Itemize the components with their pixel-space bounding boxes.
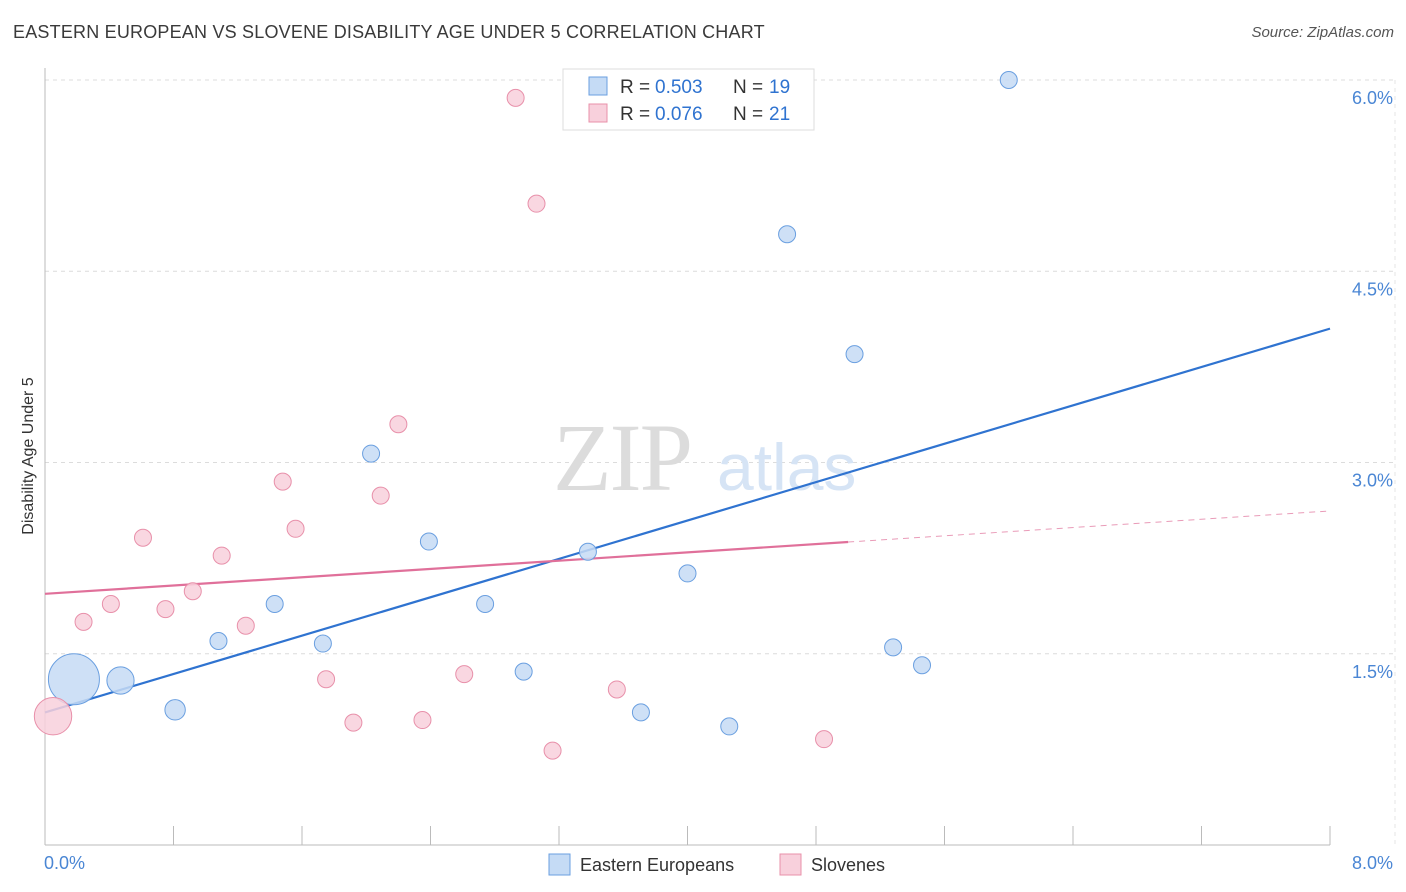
- point-slovene: [74, 612, 93, 631]
- point-slovene: [455, 665, 474, 684]
- point-eastern-european: [845, 345, 864, 364]
- point-eastern-european: [362, 444, 381, 463]
- point-slovene: [317, 670, 336, 689]
- x-tick-labels: 0.0% 8.0%: [44, 853, 1393, 873]
- point-eastern-european: [476, 595, 495, 614]
- point-slovene: [543, 741, 562, 760]
- point-slovene: [236, 616, 255, 635]
- point-slovene: [156, 600, 175, 619]
- x-tick-label-min: 0.0%: [44, 853, 85, 873]
- stats-n-value-eastern: 19: [769, 77, 790, 98]
- trend-line-eastern-european: [44, 327, 1331, 714]
- point-slovene: [607, 680, 626, 699]
- point-slovene: [344, 713, 363, 732]
- trend-lines: [44, 327, 1331, 714]
- point-eastern-european: [164, 699, 186, 721]
- point-eastern-european: [884, 638, 903, 657]
- point-slovene: [33, 697, 73, 736]
- point-slovene: [212, 546, 231, 565]
- point-slovene: [506, 88, 525, 107]
- stats-r-label-slovene: R =: [620, 104, 650, 125]
- point-slovene: [286, 519, 305, 538]
- stats-r-value-eastern: 0.503: [655, 77, 703, 98]
- stats-swatch-eastern: [588, 76, 608, 96]
- stats-swatch-slovene: [588, 103, 608, 123]
- point-eastern-european: [265, 595, 284, 614]
- point-eastern-european: [999, 71, 1018, 89]
- y-tick-label: 3.0%: [1352, 471, 1393, 491]
- point-eastern-european: [631, 703, 650, 722]
- y-axis-label: Disability Age Under 5: [20, 377, 37, 535]
- point-eastern-european: [778, 225, 797, 244]
- stats-n-label-eastern: N =: [733, 77, 763, 98]
- x-tick-label-max: 8.0%: [1352, 853, 1393, 873]
- legend-swatch-slovene: [779, 853, 802, 876]
- y-tick-label: 6.0%: [1352, 88, 1393, 108]
- point-slovene: [527, 194, 546, 213]
- chart-title: EASTERN EUROPEAN VS SLOVENE DISABILITY A…: [13, 22, 765, 42]
- watermark-atlas: atlas: [717, 430, 856, 504]
- trend-line-slovene-dashed: [848, 510, 1331, 543]
- stats-r-label-eastern: R =: [620, 77, 650, 98]
- point-eastern-european: [678, 564, 697, 583]
- point-slovene: [273, 472, 292, 491]
- point-slovene: [133, 528, 152, 547]
- point-slovene: [101, 595, 120, 614]
- legend-swatch-eastern: [548, 853, 571, 876]
- point-slovene: [413, 711, 432, 730]
- stats-legend: R = 0.503 N = 19 R = 0.076 N = 21: [562, 68, 815, 131]
- point-eastern-european: [514, 662, 533, 681]
- legend-label-eastern: Eastern Europeans: [580, 855, 734, 875]
- watermark-zip: ZIP: [553, 404, 691, 511]
- stats-r-value-slovene: 0.076: [655, 104, 703, 125]
- point-eastern-european: [720, 717, 739, 736]
- point-eastern-european: [47, 653, 100, 706]
- bottom-legend: Eastern Europeans Slovenes: [548, 853, 885, 876]
- stats-n-label-slovene: N =: [733, 104, 763, 125]
- y-tick-label: 1.5%: [1352, 662, 1393, 682]
- data-points: [33, 71, 1018, 760]
- y-tick-label: 4.5%: [1352, 279, 1393, 299]
- point-slovene: [815, 730, 834, 749]
- point-eastern-european: [913, 656, 932, 675]
- point-slovene: [183, 582, 202, 601]
- point-eastern-european: [578, 542, 597, 561]
- stats-n-value-slovene: 21: [769, 104, 790, 125]
- point-eastern-european: [419, 532, 438, 551]
- watermark: ZIP atlas: [553, 404, 856, 511]
- point-slovene: [389, 415, 408, 434]
- legend-label-slovene: Slovenes: [811, 855, 885, 875]
- trend-line-slovene: [44, 540, 849, 595]
- point-eastern-european: [106, 666, 135, 695]
- point-eastern-european: [209, 632, 228, 650]
- point-eastern-european: [313, 634, 332, 653]
- y-tick-labels: 1.5% 3.0% 4.5% 6.0%: [1352, 88, 1393, 682]
- source-label: Source: ZipAtlas.com: [1251, 24, 1394, 41]
- point-slovene: [371, 486, 390, 505]
